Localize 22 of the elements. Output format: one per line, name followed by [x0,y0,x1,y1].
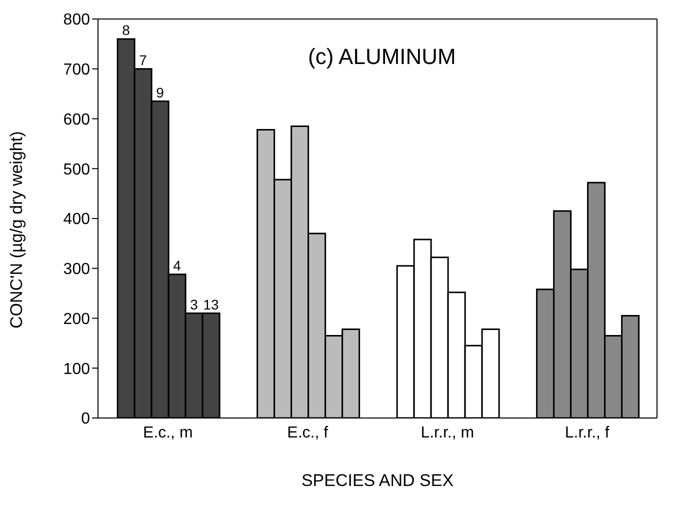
annotation: 13 [203,296,220,312]
annotation: 7 [139,52,148,68]
y-tick-label: 800 [63,12,90,29]
y-tick-label: 600 [63,111,90,128]
y-tick-label: 400 [63,211,90,228]
y-tick-label: 0 [81,410,90,428]
x-axis-title: SPECIES AND SEX [301,471,454,490]
y-tick-label: 200 [63,310,90,328]
y-tick-label: 100 [63,360,90,378]
y-tick-label: 500 [63,161,90,178]
x-tick-label: L.r.r., f [564,424,610,442]
x-tick-label: E.c., f [287,424,329,442]
x-tick-label: L.r.r., m [420,424,474,442]
text: (c) ALUMINUM [308,44,456,70]
annotation: 4 [173,257,182,274]
annotation: 3 [190,296,198,312]
annotation: 9 [156,84,164,100]
y-tick-label: 700 [63,62,90,79]
annotation: 8 [122,22,130,38]
x-tick-label: E.c., m [142,424,193,442]
y-tick-label: 300 [63,261,90,278]
y-axis-title: CONC'N (µg/g dry weight) [7,131,26,328]
